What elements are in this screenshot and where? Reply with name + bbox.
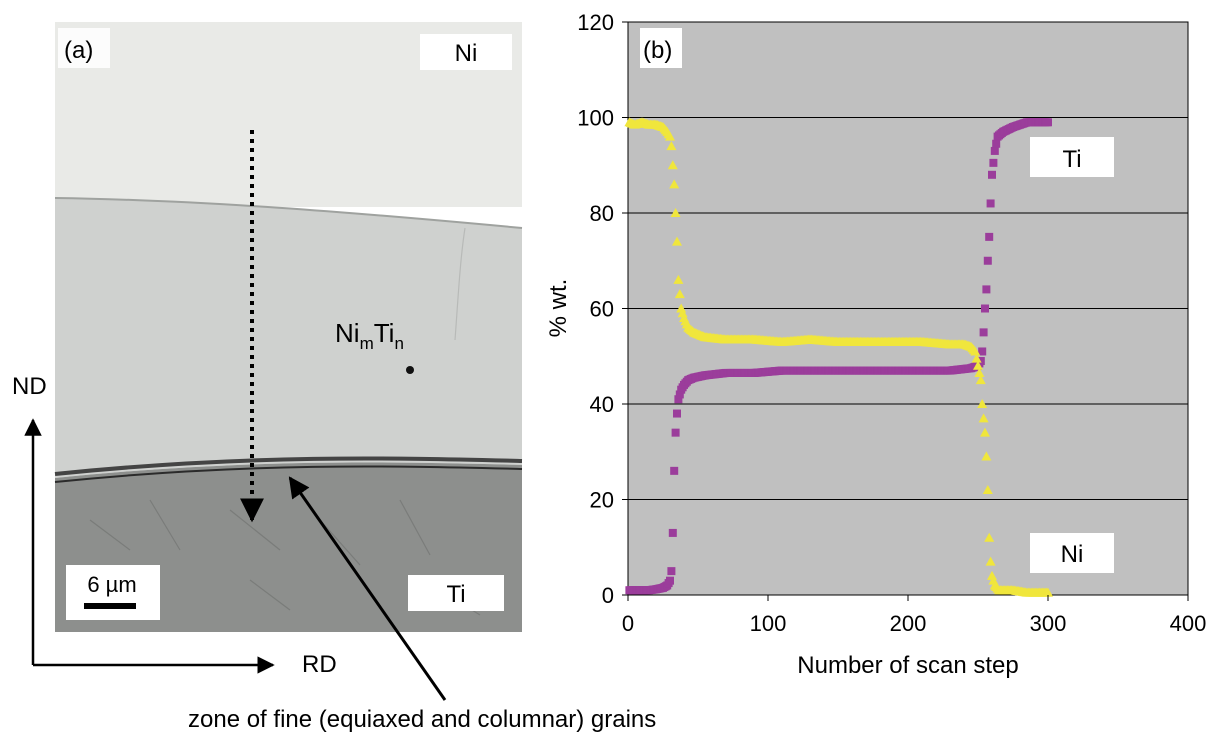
ni-data-point: [674, 289, 685, 299]
x-tick-label: 400: [1170, 611, 1207, 636]
y-tick-label: 0: [602, 583, 614, 608]
phase-top-label: Ni: [455, 40, 478, 67]
y-tick-label: 80: [590, 201, 614, 226]
ti-region: [55, 462, 522, 632]
annotation-pointer-arrow: [288, 476, 447, 701]
panel-a-label: (a): [64, 37, 93, 64]
x-axis-label: Number of scan step: [797, 652, 1018, 679]
ti-data-point: [667, 567, 676, 576]
ti-data-point: [988, 170, 996, 179]
ti-data-point: [986, 199, 995, 208]
ni-boundary-line: [54, 197, 523, 229]
ti-data-point: [674, 395, 683, 404]
ni-data-point: [981, 451, 992, 461]
ni-data-point: [666, 141, 677, 151]
scale-bar: [84, 603, 136, 609]
ni-data-point: [1043, 587, 1053, 597]
ti-data-point: [978, 347, 987, 356]
ti-annotation: Ti: [1062, 146, 1081, 173]
panel-b-label: (b): [643, 37, 672, 64]
ni-data-point: [977, 399, 988, 408]
y-tick-label: 20: [590, 488, 614, 513]
phase-bottom-label: Ti: [446, 581, 465, 608]
ni-data-point: [973, 360, 983, 370]
nimtin-region: [55, 198, 522, 478]
ni-data-point: [984, 532, 995, 542]
nd-label: ND: [12, 373, 47, 400]
ti-data-point: [990, 146, 999, 155]
ti-data-point: [981, 304, 989, 313]
y-tick-label: 60: [590, 297, 614, 322]
ti-data-point: [670, 466, 679, 475]
y-tick-label: 120: [577, 10, 614, 35]
ti-data-point: [976, 357, 985, 366]
y-tick-label: 100: [577, 106, 614, 131]
ni-data-point: [985, 556, 996, 566]
ni-data-point: [970, 346, 981, 356]
ti-data-point: [666, 576, 674, 585]
ni-data-point: [669, 179, 680, 189]
ni-data-point: [677, 308, 688, 318]
ti-data-point: [982, 285, 991, 294]
ni-data-point: [676, 303, 687, 313]
x-tick-label: 200: [890, 611, 927, 636]
ni-data-point: [974, 367, 985, 377]
ti-data-point: [992, 139, 1001, 148]
fine-grain-band: [54, 456, 523, 476]
ni-annotation: Ni: [1061, 541, 1084, 568]
ti-data-point: [675, 390, 684, 399]
y-axis-label: % wt.: [545, 279, 572, 338]
ni-data-point: [975, 375, 986, 385]
ti-data-point: [668, 528, 677, 537]
ni-data-point: [982, 484, 993, 494]
ni-data-point: [980, 427, 990, 437]
ni-data-point: [971, 353, 982, 363]
ti-data-point: [983, 256, 992, 265]
ti-data-point: [673, 409, 681, 418]
ni-data-point: [978, 413, 989, 423]
ti-data-point: [985, 232, 994, 241]
ni-data-point: [988, 575, 999, 585]
x-tick-label: 300: [1030, 611, 1067, 636]
ti-data-point: [671, 428, 680, 437]
ti-data-point: [979, 328, 988, 337]
y-tick-label: 40: [590, 392, 614, 417]
ni-data-point: [665, 131, 675, 141]
ti-data-point: [989, 158, 998, 167]
grain-zone-annotation: zone of fine (equiaxed and columnar) gra…: [188, 706, 656, 733]
ni-data-point: [673, 274, 684, 284]
ni-data-point: [987, 570, 997, 580]
x-tick-label: 100: [750, 611, 787, 636]
x-tick-label: 0: [622, 611, 634, 636]
scale-bar-label: 6 µm: [87, 572, 136, 597]
ti-data-point: [1044, 118, 1052, 127]
ni-data-point: [672, 236, 682, 246]
phase-middle-label: NimTin: [335, 318, 404, 353]
ni-data-point: [670, 208, 681, 217]
rd-label: RD: [302, 651, 337, 678]
ni-data-point: [667, 160, 678, 170]
